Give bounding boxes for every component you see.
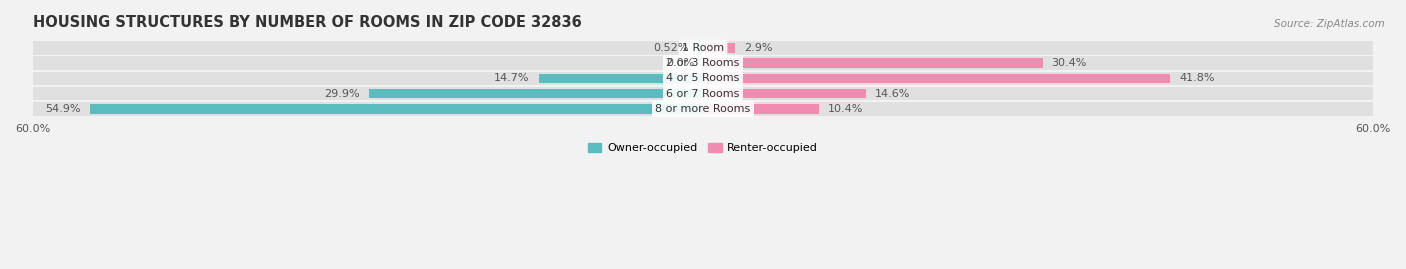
Text: 4 or 5 Rooms: 4 or 5 Rooms <box>666 73 740 83</box>
Bar <box>32 87 1374 101</box>
Text: 29.9%: 29.9% <box>325 89 360 99</box>
Text: 1 Room: 1 Room <box>682 43 724 53</box>
Bar <box>32 72 1374 85</box>
Text: 8 or more Rooms: 8 or more Rooms <box>655 104 751 114</box>
Text: 30.4%: 30.4% <box>1052 58 1087 68</box>
Text: 2.9%: 2.9% <box>744 43 773 53</box>
Text: 0.0%: 0.0% <box>666 58 695 68</box>
Bar <box>703 74 1170 83</box>
Text: 14.7%: 14.7% <box>495 73 530 83</box>
Text: 0.52%: 0.52% <box>652 43 689 53</box>
Text: 54.9%: 54.9% <box>45 104 80 114</box>
Bar <box>697 43 703 53</box>
Text: 41.8%: 41.8% <box>1180 73 1215 83</box>
Text: 6 or 7 Rooms: 6 or 7 Rooms <box>666 89 740 99</box>
Bar <box>32 41 1374 55</box>
Text: 10.4%: 10.4% <box>828 104 863 114</box>
Text: HOUSING STRUCTURES BY NUMBER OF ROOMS IN ZIP CODE 32836: HOUSING STRUCTURES BY NUMBER OF ROOMS IN… <box>32 15 581 30</box>
Bar <box>32 56 1374 70</box>
Bar <box>90 104 703 114</box>
Bar <box>703 89 866 98</box>
Text: Source: ZipAtlas.com: Source: ZipAtlas.com <box>1274 19 1385 29</box>
Bar <box>703 43 735 53</box>
Bar <box>32 102 1374 116</box>
Bar <box>703 104 820 114</box>
Bar <box>368 89 703 98</box>
Text: 14.6%: 14.6% <box>875 89 911 99</box>
Bar <box>538 74 703 83</box>
Bar <box>703 58 1043 68</box>
Text: 2 or 3 Rooms: 2 or 3 Rooms <box>666 58 740 68</box>
Legend: Owner-occupied, Renter-occupied: Owner-occupied, Renter-occupied <box>583 138 823 158</box>
